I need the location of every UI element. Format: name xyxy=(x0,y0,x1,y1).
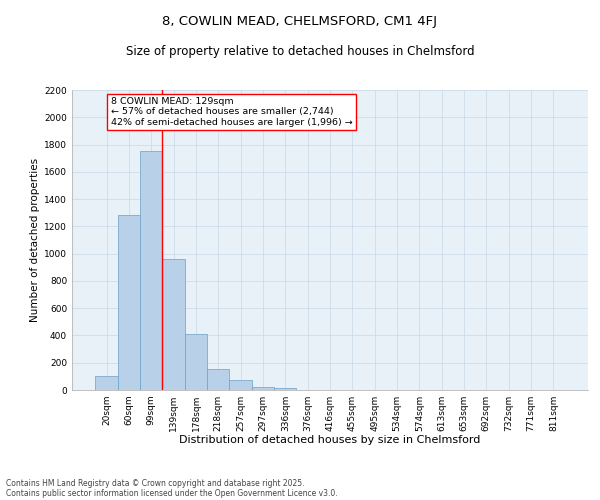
Bar xyxy=(229,380,252,390)
Text: Size of property relative to detached houses in Chelmsford: Size of property relative to detached ho… xyxy=(125,45,475,58)
Y-axis label: Number of detached properties: Number of detached properties xyxy=(30,158,40,322)
Bar xyxy=(252,386,274,390)
Text: Contains HM Land Registry data © Crown copyright and database right 2025.: Contains HM Land Registry data © Crown c… xyxy=(6,478,305,488)
Bar xyxy=(207,369,229,390)
Text: Contains public sector information licensed under the Open Government Licence v3: Contains public sector information licen… xyxy=(6,488,338,498)
Bar xyxy=(118,216,140,390)
Text: 8 COWLIN MEAD: 129sqm
← 57% of detached houses are smaller (2,744)
42% of semi-d: 8 COWLIN MEAD: 129sqm ← 57% of detached … xyxy=(110,97,352,126)
Bar xyxy=(140,152,163,390)
Bar xyxy=(163,259,185,390)
Text: 8, COWLIN MEAD, CHELMSFORD, CM1 4FJ: 8, COWLIN MEAD, CHELMSFORD, CM1 4FJ xyxy=(163,15,437,28)
Bar xyxy=(274,388,296,390)
Bar xyxy=(95,376,118,390)
Bar xyxy=(185,334,207,390)
X-axis label: Distribution of detached houses by size in Chelmsford: Distribution of detached houses by size … xyxy=(179,436,481,446)
